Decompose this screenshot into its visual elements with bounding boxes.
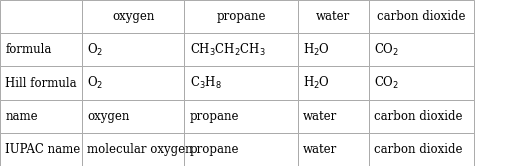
Bar xyxy=(369,133,474,166)
Bar xyxy=(184,0,298,33)
Bar xyxy=(82,33,184,66)
Bar xyxy=(184,133,298,166)
Text: carbon dioxide: carbon dioxide xyxy=(377,10,466,23)
Text: O$_2$: O$_2$ xyxy=(87,42,103,58)
Bar xyxy=(82,0,184,33)
Text: name: name xyxy=(5,110,38,123)
Text: water: water xyxy=(316,10,350,23)
Text: oxygen: oxygen xyxy=(112,10,154,23)
Text: C$_3$H$_8$: C$_3$H$_8$ xyxy=(190,75,221,91)
Text: propane: propane xyxy=(217,10,266,23)
Text: H$_2$O: H$_2$O xyxy=(303,42,330,58)
Bar xyxy=(0,100,82,133)
Text: O$_2$: O$_2$ xyxy=(87,75,103,91)
Text: carbon dioxide: carbon dioxide xyxy=(374,143,463,156)
Bar xyxy=(82,66,184,100)
Text: propane: propane xyxy=(190,110,239,123)
Text: CO$_2$: CO$_2$ xyxy=(374,42,399,58)
Bar xyxy=(298,66,369,100)
Text: carbon dioxide: carbon dioxide xyxy=(374,110,463,123)
Bar xyxy=(298,100,369,133)
Bar xyxy=(0,66,82,100)
Bar xyxy=(298,0,369,33)
Bar xyxy=(184,100,298,133)
Text: IUPAC name: IUPAC name xyxy=(5,143,81,156)
Bar xyxy=(298,133,369,166)
Text: propane: propane xyxy=(190,143,239,156)
Text: oxygen: oxygen xyxy=(87,110,129,123)
Text: formula: formula xyxy=(5,43,52,56)
Bar xyxy=(184,33,298,66)
Text: CO$_2$: CO$_2$ xyxy=(374,75,399,91)
Text: water: water xyxy=(303,143,337,156)
Bar xyxy=(298,33,369,66)
Bar xyxy=(369,100,474,133)
Text: Hill formula: Hill formula xyxy=(5,77,77,89)
Bar xyxy=(0,133,82,166)
Bar xyxy=(369,0,474,33)
Text: H$_2$O: H$_2$O xyxy=(303,75,330,91)
Bar xyxy=(82,100,184,133)
Text: CH$_3$CH$_2$CH$_3$: CH$_3$CH$_2$CH$_3$ xyxy=(190,42,266,58)
Bar xyxy=(184,66,298,100)
Text: water: water xyxy=(303,110,337,123)
Bar xyxy=(82,133,184,166)
Bar xyxy=(0,0,82,33)
Bar xyxy=(369,33,474,66)
Text: molecular oxygen: molecular oxygen xyxy=(87,143,192,156)
Bar xyxy=(369,66,474,100)
Bar xyxy=(0,33,82,66)
